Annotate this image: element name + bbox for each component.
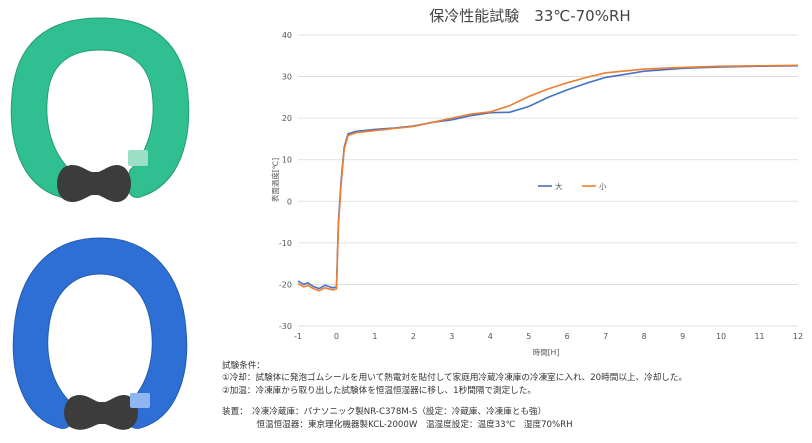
legend-label-large: 大: [555, 181, 563, 191]
series-line-small: [297, 64, 799, 292]
legend-label-small: 小: [599, 182, 607, 191]
gridlines: [298, 34, 798, 327]
y-tick-labels: -30 -20 -10 0 10 20 30 40: [279, 31, 292, 331]
product-tag: [130, 393, 150, 408]
y-axis-label: 表面温度[℃]: [270, 158, 280, 202]
conditions-heading: 試験条件：: [222, 361, 265, 371]
legend: 大 小: [538, 181, 607, 191]
y-tick-label: 40: [282, 31, 292, 40]
y-tick-label: 10: [282, 156, 292, 165]
x-axis-label: 時間[H]: [533, 348, 560, 357]
y-tick-label: -10: [279, 239, 292, 248]
product-tag: [128, 150, 148, 166]
y-tick-label: -20: [279, 280, 292, 289]
x-tick-label: 2: [411, 332, 416, 341]
neck-pillow-small-photo: [12, 237, 188, 430]
neck-pillow-large-photo: [10, 17, 190, 203]
condition-cooling: ①冷却：試験体に発泡ゴムシールを用いて熱電対を貼付して家庭用冷蔵冷凍庫の冷凍室に…: [222, 373, 688, 384]
equipment-chamber: 恒温恒湿器：東京理化機器製KCL-2000W 温湿度設定：温度33℃ 湿度70%…: [222, 419, 573, 430]
test-conditions: 試験条件： ①冷却：試験体に発泡ゴムシールを用いて熱電対を貼付して家庭用冷蔵冷凍…: [222, 360, 807, 431]
chart-title: 保冷性能試験 33℃-70%RH: [429, 7, 630, 25]
x-tick-label: 1: [372, 332, 377, 341]
x-tick-label: 5: [526, 332, 531, 341]
x-tick-label: 7: [603, 332, 608, 341]
series-line-large: [297, 65, 799, 290]
x-tick-labels: -1 0 1 2 3 4 5 6 7 8 9 10 11 12: [294, 332, 803, 341]
x-tick-label: 4: [488, 332, 493, 341]
y-tick-label: 30: [282, 73, 292, 82]
condition-heating: ②加温：冷凍庫から取り出した試験体を恒温恒湿器に移し、1秒間隔で測定した。: [222, 385, 536, 396]
x-tick-label: 11: [754, 332, 764, 341]
x-tick-label: 12: [793, 332, 803, 341]
fastener-clip: [57, 164, 131, 203]
y-tick-label: 0: [287, 197, 292, 206]
product-photos: [10, 17, 190, 430]
y-tick-label: 20: [282, 114, 292, 123]
x-tick-label: 6: [565, 332, 570, 341]
x-tick-label: 10: [716, 332, 726, 341]
x-tick-label: 8: [642, 332, 647, 341]
series-lines: [297, 64, 799, 292]
x-tick-label: 3: [449, 332, 454, 341]
equipment-freezer: 装置： 冷凍冷蔵庫：パナソニック製NR-C378M-S（設定：冷蔵庫、冷凍庫とも…: [222, 407, 547, 418]
x-tick-label: -1: [294, 332, 302, 341]
x-tick-label: 0: [334, 332, 339, 341]
x-tick-label: 9: [680, 332, 685, 341]
y-tick-label: -30: [279, 322, 292, 331]
fastener-clip: [64, 394, 138, 430]
